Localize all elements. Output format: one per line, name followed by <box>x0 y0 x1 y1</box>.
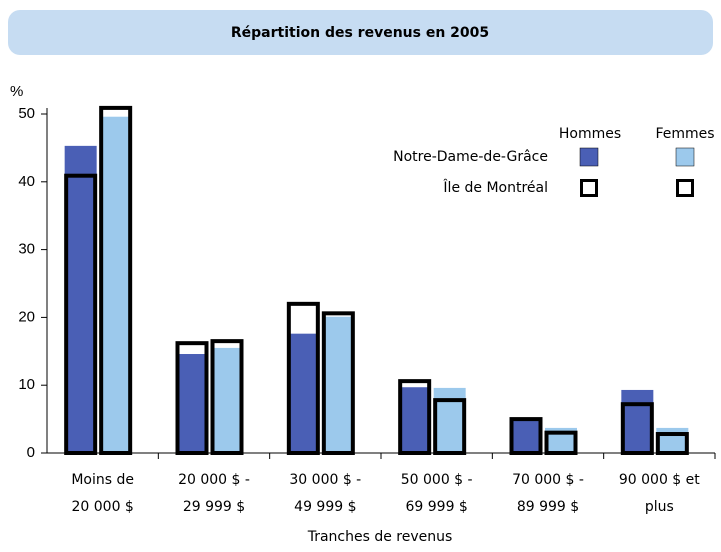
bar-outline <box>620 402 654 455</box>
title-banner <box>8 10 713 55</box>
legend-column: Hommes <box>559 126 621 142</box>
legend-swatch <box>579 147 599 167</box>
bar <box>656 427 689 453</box>
bar-outline <box>655 432 689 455</box>
bar-outline <box>544 430 578 456</box>
chart-title: Répartition des revenus en 2005 <box>231 25 489 41</box>
bar <box>287 333 320 453</box>
y-tick-label: 20 <box>18 308 35 325</box>
legend-row: Notre-Dame-de-Grâce <box>393 149 548 165</box>
bar <box>176 354 208 453</box>
legend-column: Femmes <box>655 126 714 142</box>
bar <box>621 389 654 453</box>
bar <box>322 316 355 453</box>
bar <box>510 419 542 453</box>
x-tick-label: 89 999 $ <box>517 499 579 515</box>
legend-swatch <box>675 147 695 167</box>
y-tick-label: 50 <box>18 105 35 122</box>
bar-outline <box>509 417 543 456</box>
bar-outline <box>64 173 98 455</box>
y-tick-label: 30 <box>18 241 35 258</box>
x-tick-label: 20 000 $ - <box>178 472 250 488</box>
x-tick-label: 20 000 $ <box>71 499 133 515</box>
bar-outline <box>175 341 209 455</box>
x-tick-label: 30 000 $ - <box>289 472 361 488</box>
bar-outline <box>286 301 320 455</box>
bar <box>398 387 431 453</box>
legend-swatch <box>676 179 694 197</box>
x-tick-label: 49 999 $ <box>294 499 356 515</box>
x-tick-label: 90 000 $ et <box>619 472 700 488</box>
bar-outline <box>210 339 244 456</box>
y-tick-label: 0 <box>27 444 35 461</box>
x-axis-label: Tranches de revenus <box>307 529 453 545</box>
y-unit: % <box>10 83 23 100</box>
bar <box>64 145 97 453</box>
legend-box <box>352 118 714 218</box>
legend-row: Île de Montréal <box>442 178 548 196</box>
bar-outline <box>433 398 467 455</box>
x-tick-label: 69 999 $ <box>405 499 467 515</box>
x-tick-label: 50 000 $ - <box>401 472 473 488</box>
bar-outline <box>99 105 133 455</box>
bar-outline <box>398 379 432 455</box>
y-tick-label: 40 <box>18 173 35 190</box>
bar <box>99 116 132 453</box>
y-tick-label: 10 <box>18 376 35 393</box>
x-tick-label: Moins de <box>71 472 134 488</box>
x-tick-label: 70 000 $ - <box>512 472 584 488</box>
bar <box>211 347 243 453</box>
bar <box>433 387 466 453</box>
bar-outline <box>321 311 355 455</box>
x-tick-label: plus <box>645 499 674 515</box>
x-tick-label: 29 999 $ <box>183 499 245 515</box>
legend-swatch <box>580 179 598 197</box>
